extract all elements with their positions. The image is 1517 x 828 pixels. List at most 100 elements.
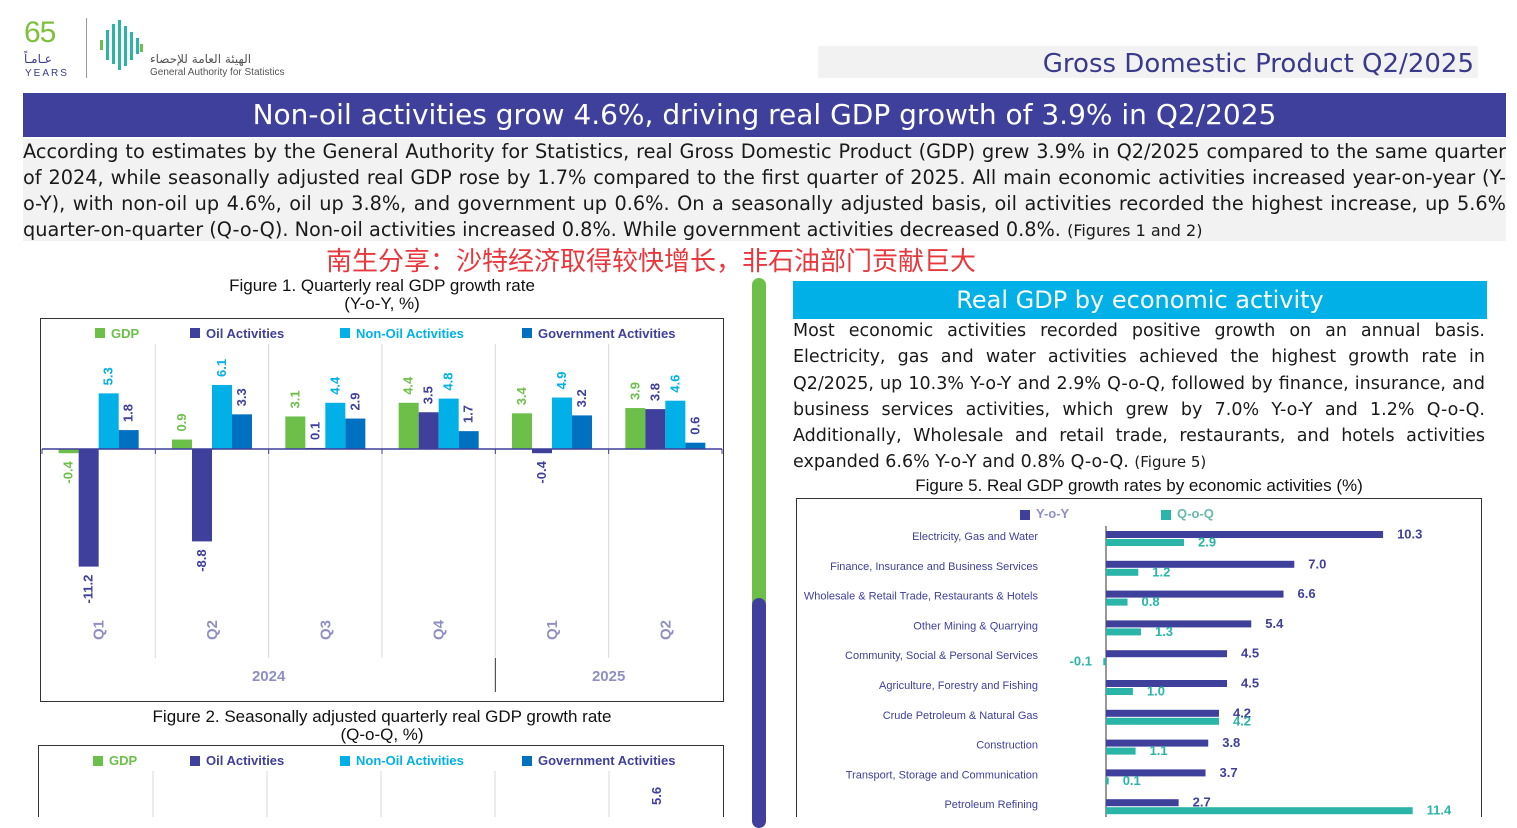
bar-non-oil-activities <box>552 397 572 449</box>
bar-y-o-y <box>1106 799 1179 807</box>
data-label: 1.3 <box>1155 624 1173 639</box>
column-divider-blue <box>752 598 766 828</box>
data-label: -8.8 <box>194 549 209 571</box>
data-label: 1.2 <box>1152 564 1170 579</box>
report-title: Gross Domestic Product Q2/2025 <box>1042 49 1474 79</box>
bar-q-o-q <box>1106 598 1128 606</box>
data-label: 3.8 <box>1222 735 1240 750</box>
figure1-title: Figure 1. Quarterly real GDP growth rate <box>229 276 535 295</box>
figure1-subtitle: (Y-o-Y, %) <box>344 294 420 313</box>
data-label: 2.9 <box>347 392 362 410</box>
data-label: -0.4 <box>534 460 549 483</box>
data-label: 5.4 <box>1265 616 1284 631</box>
bar-q-o-q <box>1106 807 1413 815</box>
figure5-frame <box>796 498 1482 817</box>
section-heading: Real GDP by economic activity <box>793 281 1487 319</box>
legend-swatch-y-o-y <box>1020 510 1030 520</box>
bar-oil-activities <box>78 449 99 567</box>
figure5-chart: Y-o-Y Q-o-Q Electricity, Gas and Water 10.3… <box>796 498 1482 817</box>
category-label: Crude Petroleum & Natural Gas <box>883 710 1039 722</box>
data-label: 4.4 <box>327 376 342 395</box>
category-label: Petroleum Refining <box>944 799 1038 811</box>
data-label: 4.2 <box>1233 713 1251 728</box>
data-label: 3.5 <box>421 386 436 404</box>
figure2-subtitle: (Q-o-Q, %) <box>340 725 424 744</box>
bar-gdp <box>172 439 192 449</box>
bar-q-o-q <box>1106 628 1141 636</box>
category-label: Other Mining & Quarrying <box>913 620 1038 632</box>
category-label: Transport, Storage and Communication <box>846 769 1038 781</box>
watermark-caption: 南生分享：沙特经济取得较快增长，非石油部门贡献巨大 <box>326 247 977 277</box>
legend-swatch-q-o-q <box>1161 510 1171 520</box>
bar-oil-activities <box>192 449 212 542</box>
legend-swatch-gdp <box>93 756 103 766</box>
data-label: 6.1 <box>214 359 229 377</box>
bar-y-o-y <box>1106 769 1206 777</box>
legend-label-gdp: GDP <box>111 326 140 341</box>
data-label: 0.9 <box>174 413 189 431</box>
section-text: Most economic activities recorded positi… <box>793 321 1485 473</box>
legend-label-non-oil-activities: Non-Oil Activities <box>356 753 464 768</box>
data-label: 4.5 <box>1241 676 1259 691</box>
bar-q-o-q <box>1103 658 1106 666</box>
legend-label-q-o-q: Q-o-Q <box>1177 506 1214 521</box>
data-label: -0.4 <box>61 460 76 483</box>
data-label: 1.8 <box>121 404 136 422</box>
data-label: 1.7 <box>461 405 476 423</box>
bar-q-o-q <box>1106 539 1185 546</box>
data-label: 4.9 <box>554 371 569 389</box>
intro-text: According to estimates by the General Au… <box>23 140 1506 241</box>
data-label: 5.3 <box>101 367 116 385</box>
category-label: Electricity, Gas and Water <box>912 531 1038 543</box>
intro-paragraph: According to estimates by the General Au… <box>23 139 1506 241</box>
legend-swatch-government-activities <box>522 328 532 338</box>
legend-label-y-o-y: Y-o-Y <box>1036 506 1070 521</box>
bar-y-o-y <box>1106 709 1219 717</box>
data-label: 4.6 <box>667 375 682 393</box>
legend-label-gdp: GDP <box>109 753 138 768</box>
bar-y-o-y <box>1106 739 1209 747</box>
data-label: 3.1 <box>287 390 302 408</box>
bar-non-oil-activities <box>438 398 459 449</box>
intro-figure-ref: (Figures 1 and 2) <box>1067 221 1203 240</box>
data-label: -0.1 <box>1070 654 1092 669</box>
legend-label-government-activities: Government Activities <box>538 326 676 341</box>
category-label: Finance, Insurance and Business Services <box>830 561 1038 573</box>
section-figure-ref: (Figure 5) <box>1134 453 1207 472</box>
bar-q-o-q <box>1106 747 1136 755</box>
data-label: -11.2 <box>81 575 96 604</box>
data-label: 6.6 <box>1298 586 1316 601</box>
category-label: Wholesale & Retail Trade, Restaurants & … <box>804 591 1039 603</box>
bar-government-activities <box>685 442 706 449</box>
bar-non-oil-activities <box>212 384 232 449</box>
data-label: 10.3 <box>1397 527 1422 542</box>
category-label: Q1 <box>544 620 561 640</box>
org-name-english: General Authority for Statistics <box>150 67 285 78</box>
bar-gdp <box>625 408 646 449</box>
year-label-2024: 2024 <box>252 668 286 685</box>
bar-gdp <box>58 449 79 454</box>
data-label: 5.6 <box>649 787 664 805</box>
org-name-arabic: الهيئة العامة للإحصاء <box>150 52 252 66</box>
bar-government-activities <box>118 430 139 449</box>
data-label: 0.6 <box>687 417 702 435</box>
bar-non-oil-activities <box>98 393 119 449</box>
legend-swatch-oil-activities <box>190 328 200 338</box>
figure5-title: Figure 5. Real GDP growth rates by econo… <box>915 476 1363 495</box>
data-label: 0.1 <box>307 422 322 440</box>
category-label: Community, Social & Personal Services <box>845 650 1038 662</box>
data-label: 1.0 <box>1147 684 1165 699</box>
category-label: Q2 <box>204 620 221 640</box>
data-label: 4.4 <box>401 376 416 395</box>
bar-oil-activities <box>645 409 666 449</box>
legend-label-non-oil-activities: Non-Oil Activities <box>356 326 464 341</box>
anniversary-arabic: عـامـاً <box>24 52 52 66</box>
anniversary-years: YEARS <box>25 68 69 79</box>
legend-swatch-government-activities <box>522 756 532 766</box>
category-label: Q3 <box>317 620 334 640</box>
bar-oil-activities <box>418 412 439 449</box>
bar-q-o-q <box>1106 777 1109 785</box>
bar-y-o-y <box>1106 590 1284 598</box>
bar-y-o-y <box>1106 680 1228 687</box>
figure2-title: Figure 2. Seasonally adjusted quarterly … <box>152 707 612 726</box>
